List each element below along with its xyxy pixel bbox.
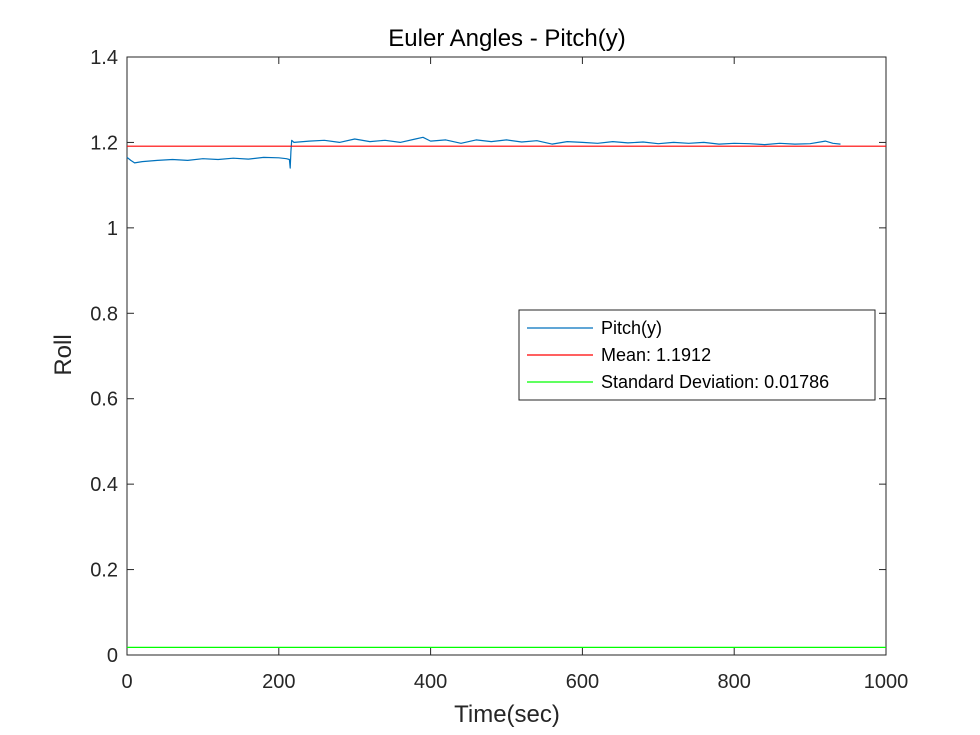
- x-tick-label: 200: [262, 671, 295, 693]
- y-tick-label: 0.2: [90, 560, 118, 582]
- legend-label: Mean: 1.1912: [601, 345, 711, 365]
- x-tick-label: 1000: [864, 671, 909, 693]
- y-tick-label: 1: [107, 218, 118, 240]
- x-axis-label: Time(sec): [454, 701, 560, 728]
- x-tick-label: 600: [566, 671, 599, 693]
- y-tick-label: 0.4: [90, 474, 118, 496]
- series-line-1: [126, 136, 841, 169]
- ticks-layer: 0 200 400 600 800 1000 0 0.2 0.4 0.6 0.8 1 1.2 1.4: [90, 47, 908, 693]
- x-tick-label: 400: [414, 671, 447, 693]
- chart-title: Euler Angles - Pitch(y): [388, 25, 625, 52]
- y-axis-label: Roll: [50, 334, 77, 375]
- x-tick-label: 800: [718, 671, 751, 693]
- y-tick-label: 0.6: [90, 389, 118, 411]
- y-tick-label: 0.8: [90, 303, 118, 325]
- y-tick-label: 1.2: [90, 132, 118, 154]
- y-tick-label: 1.4: [90, 47, 118, 69]
- x-tick-label: 0: [121, 671, 132, 693]
- y-tick-label: 0: [107, 645, 118, 667]
- legend-label: Pitch(y): [601, 318, 662, 338]
- legend: Pitch(y) Mean: 1.1912 Standard Deviation: …: [518, 309, 876, 401]
- legend-label: Standard Deviation: 0.01786: [601, 372, 829, 392]
- series-layer: [126, 136, 886, 649]
